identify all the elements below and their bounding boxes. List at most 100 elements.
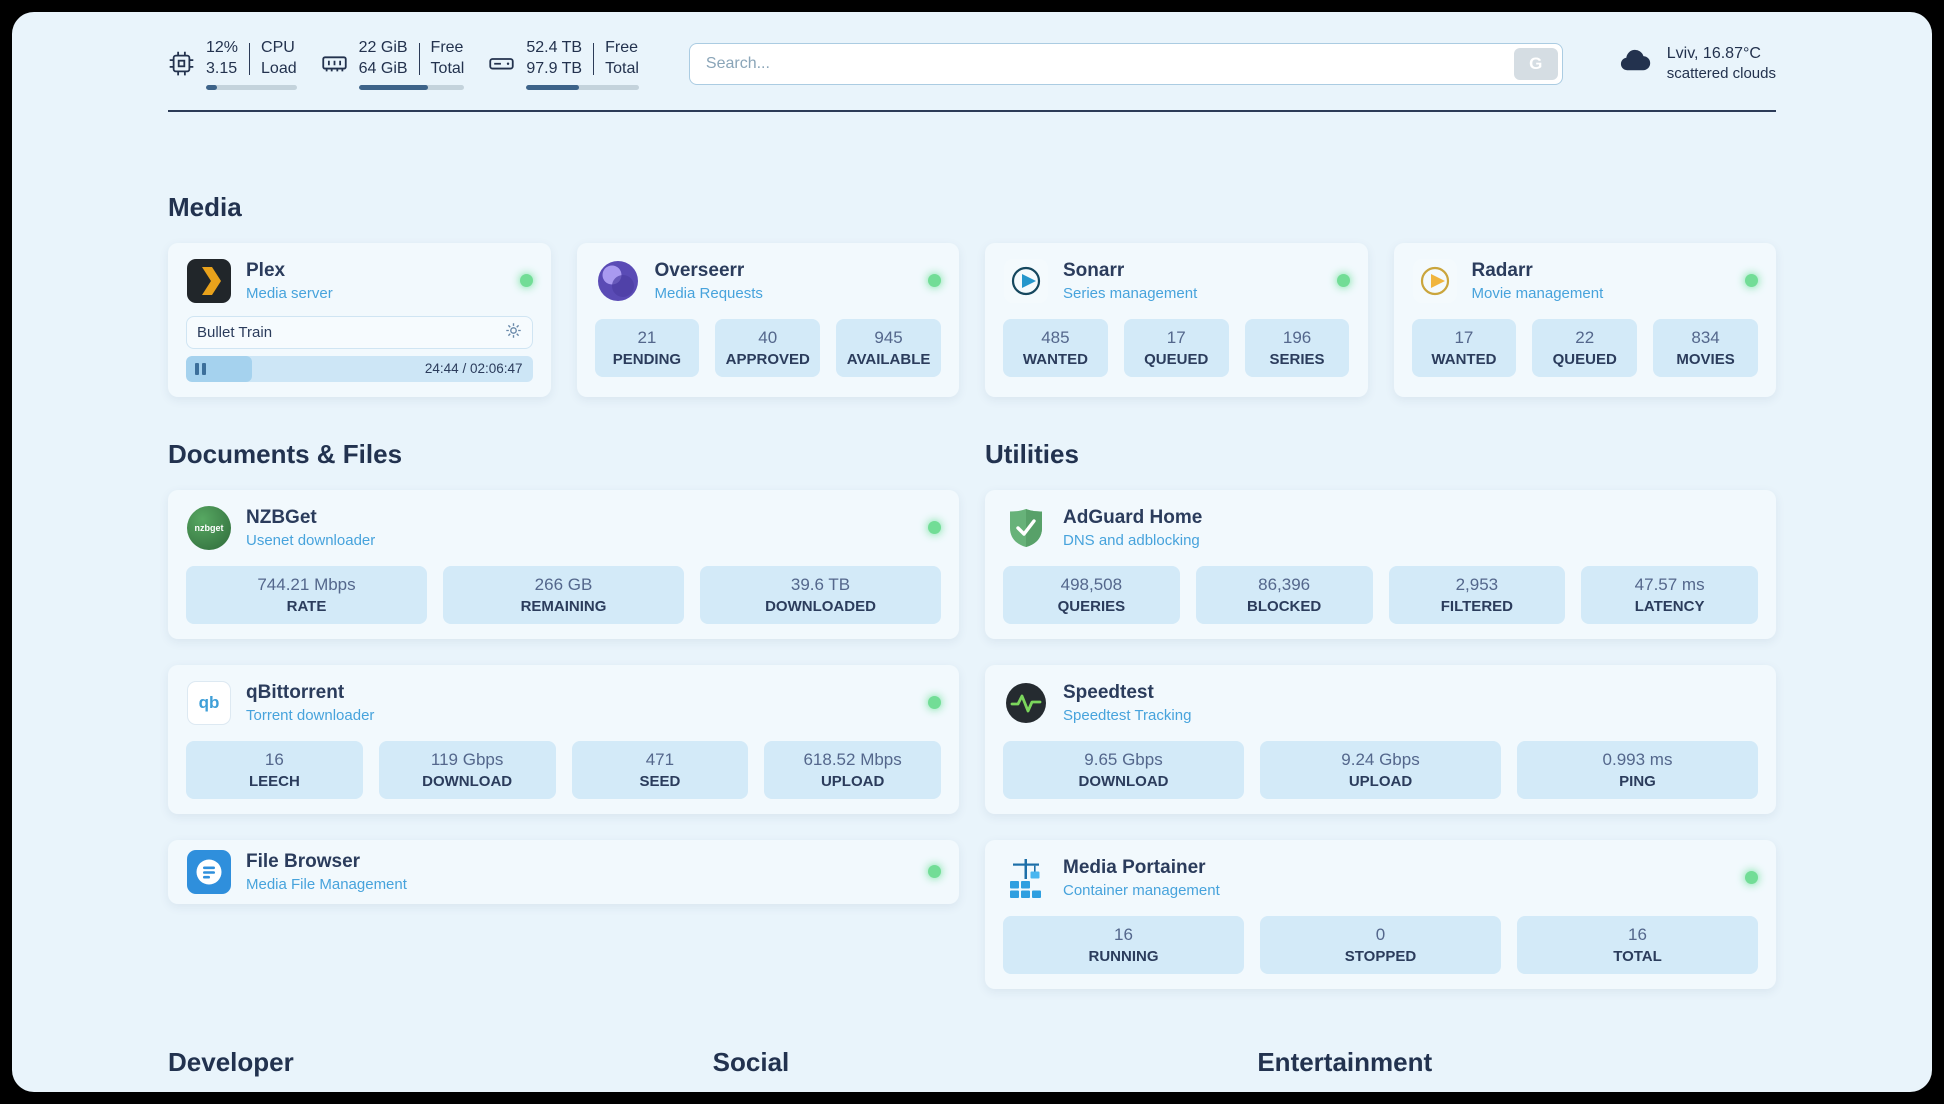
- app-subtitle: Usenet downloader: [246, 531, 376, 549]
- search-input[interactable]: [688, 42, 1563, 85]
- stat-blocked: 86,396 BLOCKED: [1195, 565, 1373, 624]
- stat-queued: 22 QUEUED: [1532, 318, 1638, 377]
- status-dot-online: [928, 865, 941, 879]
- header-divider: [168, 109, 1776, 112]
- stat-filtered: 2,953 FILTERED: [1388, 565, 1566, 624]
- plex-icon: [186, 258, 232, 304]
- app-card-nzbget[interactable]: nzbget NZBGet Usenet downloader 744.21 M…: [168, 489, 959, 639]
- app-name: qBittorrent: [246, 681, 345, 703]
- app-card-sonarr[interactable]: Sonarr Series management 485 WANTED 17 Q…: [985, 242, 1368, 397]
- app-card-qbittorrent[interactable]: qb qBittorrent Torrent downloader 16 LEE…: [168, 664, 959, 814]
- cpu-monitor: 12% 3.15 CPU Load: [168, 38, 297, 90]
- status-dot-online: [1336, 274, 1350, 288]
- stat-download: 119 Gbps DOWNLOAD: [378, 740, 556, 799]
- stat-stopped: 0 STOPPED: [1260, 915, 1501, 974]
- app-name: Media Portainer: [1063, 856, 1206, 878]
- app-subtitle: Container management: [1063, 881, 1220, 899]
- cpu-load-value: 3.15: [206, 59, 238, 77]
- app-name: Overseerr: [654, 259, 745, 281]
- weather-widget[interactable]: Lviv, 16.87°C scattered clouds: [1613, 44, 1776, 83]
- section-media: Media Plex Media server: [168, 192, 1776, 397]
- stat-upload: 618.52 Mbps UPLOAD: [764, 740, 941, 799]
- section-title-developer: Developer: [168, 1046, 294, 1077]
- speedtest-icon: [1003, 680, 1049, 726]
- app-subtitle: DNS and adblocking: [1063, 531, 1200, 549]
- playback-time: 24:44 / 02:06:47: [424, 361, 523, 377]
- disk-icon: [488, 50, 515, 77]
- divider-vertical: [593, 42, 595, 75]
- playback-progress-bar[interactable]: 24:44 / 02:06:47: [186, 355, 533, 382]
- disk-free-value: 52.4 TB: [526, 39, 583, 56]
- app-name: Radarr: [1471, 259, 1533, 281]
- cpu-progress-bar: [206, 84, 297, 90]
- app-subtitle: Media File Management: [246, 875, 407, 893]
- app-name: AdGuard Home: [1063, 506, 1203, 528]
- stat-leech: 16 LEECH: [186, 740, 363, 799]
- app-card-filebrowser[interactable]: File Browser Media File Management: [168, 839, 959, 904]
- adguard-icon: [1003, 505, 1049, 551]
- status-dot-online: [1745, 274, 1758, 288]
- ram-monitor: 22 GiB 64 GiB Free Total: [321, 38, 465, 90]
- ram-total-value: 64 GiB: [358, 59, 408, 77]
- app-subtitle: Media Requests: [654, 284, 763, 302]
- stat-upload: 9.24 Gbps UPLOAD: [1260, 740, 1501, 799]
- status-dot-online: [928, 696, 941, 710]
- app-subtitle: Movie management: [1471, 284, 1604, 302]
- stat-rate: 744.21 Mbps RATE: [186, 565, 427, 624]
- weather-condition: scattered clouds: [1666, 65, 1776, 83]
- disk-total-value: 97.9 TB: [526, 59, 583, 77]
- radarr-icon: [1412, 258, 1458, 304]
- gear-icon[interactable]: [505, 322, 522, 343]
- app-name: Speedtest: [1063, 681, 1154, 703]
- stat-pending: 21 PENDING: [594, 318, 700, 377]
- section-title-documents: Documents & Files: [168, 438, 403, 469]
- status-dot-online: [928, 274, 941, 288]
- nzbget-icon: nzbget: [186, 505, 232, 551]
- app-card-plex[interactable]: Plex Media server Bullet Train: [168, 242, 551, 397]
- stat-remaining: 266 GB REMAINING: [443, 565, 684, 624]
- status-dot-online: [1745, 871, 1758, 885]
- section-title-entertainment: Entertainment: [1257, 1046, 1433, 1077]
- app-card-speedtest[interactable]: Speedtest Speedtest Tracking 9.65 Gbps D…: [985, 664, 1776, 814]
- dashboard-screen: 12% 3.15 CPU Load: [12, 12, 1932, 1092]
- section-title-utilities: Utilities: [985, 438, 1079, 469]
- disk-progress-bar: [526, 84, 639, 90]
- cloud-icon: [1613, 44, 1655, 83]
- bookmarks-entertainment: Entertainment YT YouTube youtube.com NF …: [1257, 1047, 1776, 1092]
- app-card-portainer[interactable]: Media Portainer Container management 16 …: [985, 839, 1776, 989]
- disk-monitor: 52.4 TB 97.9 TB Free Total: [488, 38, 639, 90]
- divider-vertical: [249, 42, 251, 75]
- search-engine-button[interactable]: G: [1513, 47, 1558, 80]
- portainer-icon: [1003, 855, 1049, 901]
- bookmarks-developer: Developer GH Github github.com SO StackO…: [168, 1047, 687, 1092]
- stat-series: 196 SERIES: [1244, 318, 1350, 377]
- now-playing-title: Bullet Train: [197, 323, 273, 341]
- section-utilities: Utilities AdGuard Home DNS and adblockin…: [985, 439, 1776, 989]
- app-subtitle: Speedtest Tracking: [1063, 706, 1192, 724]
- plex-now-playing: Bullet Train 24:44 / 02:06:47: [186, 315, 533, 382]
- ram-progress-bar: [358, 84, 465, 90]
- stat-available: 945 AVAILABLE: [836, 318, 941, 377]
- pause-icon[interactable]: [195, 362, 206, 375]
- top-bar: 12% 3.15 CPU Load: [168, 12, 1776, 90]
- overseerr-icon: [595, 258, 641, 304]
- section-title-social: Social: [712, 1046, 790, 1077]
- stat-queued: 17 QUEUED: [1123, 318, 1229, 377]
- stat-total: 16 TOTAL: [1517, 915, 1758, 974]
- disk-free-label: Free: [605, 39, 638, 56]
- app-subtitle: Series management: [1063, 284, 1198, 302]
- status-dot-online: [928, 521, 941, 535]
- app-card-adguard[interactable]: AdGuard Home DNS and adblocking 498,508 …: [985, 489, 1776, 639]
- divider-vertical: [418, 42, 420, 75]
- app-card-radarr[interactable]: Radarr Movie management 17 WANTED 22 QUE…: [1393, 242, 1776, 397]
- stat-movies: 834 MOVIES: [1653, 318, 1758, 377]
- filebrowser-icon: [186, 849, 232, 895]
- search-bar: G: [688, 42, 1563, 85]
- app-subtitle: Media server: [246, 284, 333, 302]
- stat-download: 9.65 Gbps DOWNLOAD: [1003, 740, 1244, 799]
- stat-wanted: 485 WANTED: [1003, 318, 1108, 377]
- disk-total-label: Total: [605, 59, 639, 77]
- app-card-overseerr[interactable]: Overseerr Media Requests 21 PENDING 40 A…: [576, 242, 959, 397]
- cpu-load-label: Load: [261, 59, 297, 77]
- stat-seed: 471 SEED: [571, 740, 749, 799]
